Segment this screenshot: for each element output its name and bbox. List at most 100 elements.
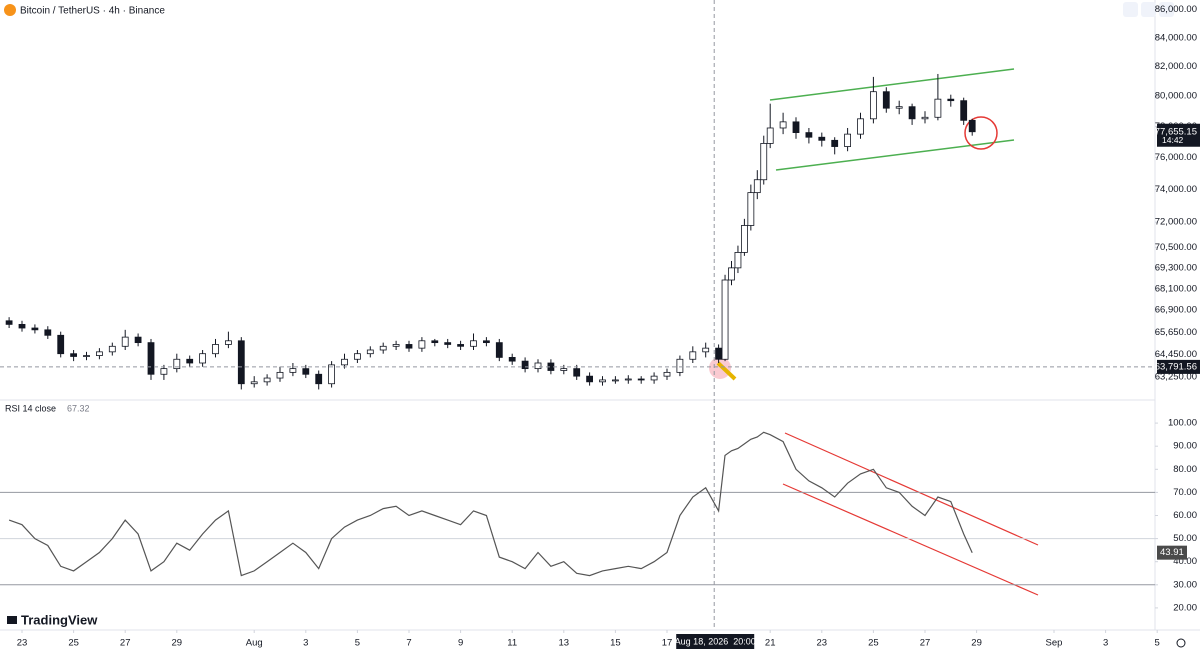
candle-body (160, 368, 168, 375)
candle-body (882, 91, 890, 109)
candle-body (779, 121, 787, 129)
snapshot-button[interactable] (1141, 2, 1156, 17)
symbol-title: Bitcoin / TetherUS · 4h · Binance (20, 6, 165, 17)
x-tick-label: 17 (662, 638, 673, 649)
candle-body (199, 353, 207, 364)
countdown-label: 14:42 (1162, 135, 1184, 145)
candle-body (792, 121, 800, 133)
y-tick-label: 60.00 (1173, 510, 1197, 521)
candle-body (831, 139, 839, 147)
candle-body (895, 106, 903, 109)
candle-body (921, 116, 929, 120)
candle-body (96, 351, 103, 356)
x-tick-label: 7 (406, 638, 411, 649)
y-tick-label: 63,250.00 (1155, 372, 1197, 383)
crosshair-price-box (1157, 359, 1200, 374)
x-tick-label: 5 (1155, 638, 1160, 649)
download-button[interactable] (1123, 2, 1138, 17)
candle-body (341, 358, 348, 366)
fullscreen-button[interactable] (1159, 2, 1174, 17)
x-tick-label: 3 (303, 638, 308, 649)
candle-body (173, 358, 181, 370)
candle-body (968, 119, 976, 133)
candle-body (573, 368, 581, 377)
highlight-circle (964, 116, 998, 150)
x-tick-label: 27 (120, 638, 131, 649)
y-tick-label: 65,650.00 (1155, 327, 1197, 338)
y-tick-label: 66,900.00 (1155, 305, 1197, 316)
candle-body (721, 279, 729, 360)
y-tick-label: 100.00 (1168, 418, 1197, 429)
candle-body (753, 179, 761, 194)
drawings (709, 68, 1039, 596)
candle-body (366, 349, 374, 355)
candle-body (650, 375, 658, 381)
candle-body (18, 323, 26, 329)
y-tick-label: 80,000.00 (1155, 91, 1197, 102)
x-tick-label: 9 (458, 638, 463, 649)
candle-body (263, 377, 271, 383)
candle-body (715, 347, 722, 360)
candle-body (521, 360, 529, 370)
y-tick-label: 82,000.00 (1155, 61, 1197, 72)
y-tick-label: 50.00 (1173, 533, 1197, 544)
candle-body (947, 98, 955, 102)
crosshair-price-label: 63,791.56 (1155, 361, 1197, 372)
candle-body (818, 136, 826, 141)
x-tick-label: 29 (172, 638, 183, 649)
candle-body (483, 340, 490, 344)
candle-body (121, 336, 129, 347)
cursor-halo (709, 357, 731, 379)
candle-body (747, 192, 755, 226)
candle-body (805, 132, 813, 138)
candle-body (302, 368, 310, 375)
candle-body (444, 342, 452, 345)
y-tick-label: 76,000.00 (1155, 152, 1197, 163)
toolbar (1123, 2, 1174, 17)
candle-body (212, 344, 219, 355)
candle-body (663, 371, 671, 377)
y-tick-label: 86,000.00 (1155, 4, 1197, 15)
last-price-label: 77,655.15 (1155, 126, 1197, 137)
candle-body (702, 347, 710, 353)
x-tick-label: 13 (559, 638, 570, 649)
x-tick-label: 11 (507, 638, 517, 649)
brand: TradingView (21, 612, 98, 627)
x-tick-label: 23 (17, 638, 28, 649)
channel-line (769, 68, 1015, 101)
rsi-title: RSI 14 close (5, 403, 56, 413)
candle-body (315, 373, 323, 385)
candle-body (470, 340, 477, 347)
candle-body (457, 344, 465, 347)
rsi-last-label: 43.91 (1160, 547, 1184, 558)
y-tick-label: 90.00 (1173, 441, 1197, 452)
candle-body (844, 133, 851, 147)
y-tick-label: 69,300.00 (1155, 262, 1197, 273)
trend-line (782, 483, 1039, 596)
candle-body (599, 379, 606, 383)
rsi-line (8, 431, 973, 577)
settings-button[interactable] (1176, 638, 1186, 648)
candle-body (508, 357, 516, 362)
candle-body (908, 106, 916, 120)
y-tick-label: 20.00 (1173, 602, 1197, 613)
candle-body (186, 358, 194, 364)
candle-body (31, 327, 39, 331)
candle-body (276, 371, 284, 379)
pencil-cursor (716, 361, 737, 381)
x-tick-label: Sep (1046, 638, 1063, 649)
candle-body (83, 355, 90, 357)
x-tick-label: 25 (868, 638, 879, 649)
candle-body (586, 375, 594, 383)
candle-body (5, 320, 13, 325)
candle-body (676, 358, 684, 373)
y-tick-label: 72,000.00 (1155, 217, 1197, 228)
y-tick-label: 74,000.00 (1155, 184, 1197, 195)
candle-body (147, 342, 155, 375)
y-tick-label: 80.00 (1173, 464, 1197, 475)
candle-body (354, 353, 361, 360)
candle-body (44, 329, 52, 336)
candle-body (225, 340, 232, 345)
candle-body (760, 143, 768, 181)
